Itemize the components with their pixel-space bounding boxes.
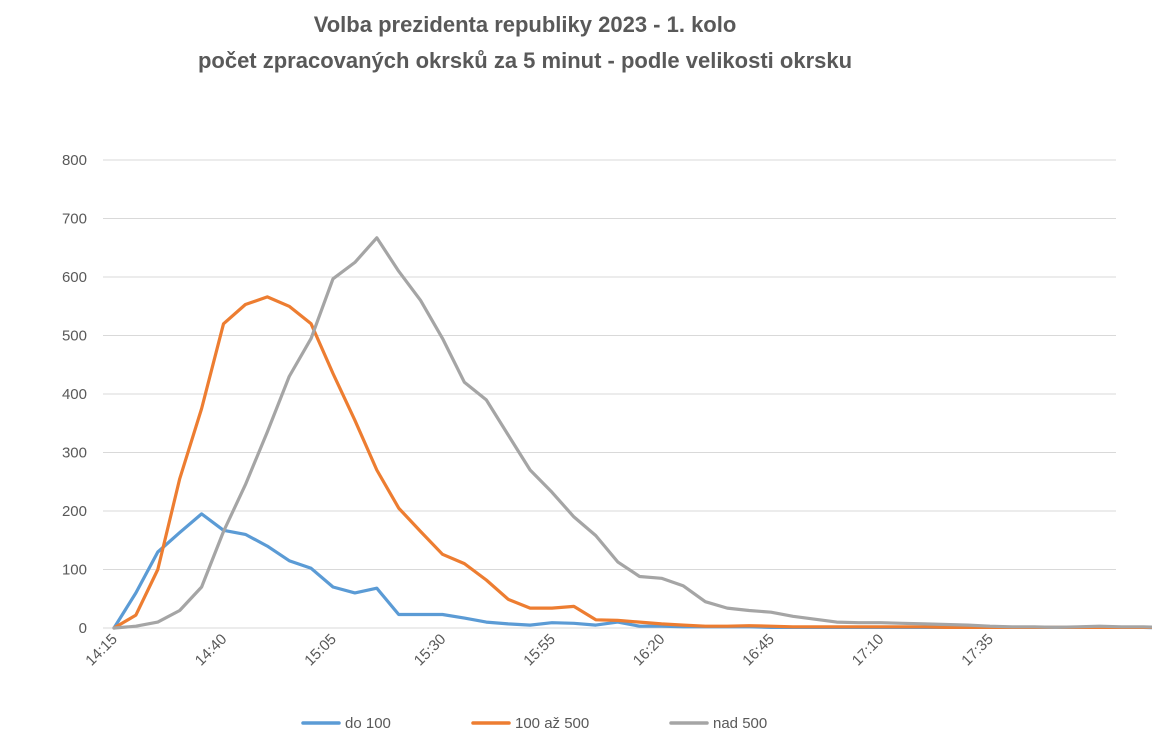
series-lines [112, 236, 1152, 630]
chart-subtitle: počet zpracovaných okrsků za 5 minut - p… [198, 48, 852, 73]
y-tick-label: 200 [62, 503, 87, 520]
chart-title: Volba prezidenta republiky 2023 - 1. kol… [314, 12, 737, 37]
legend-label-2: 100 až 500 [515, 715, 589, 732]
y-tick-label: 700 [62, 211, 87, 228]
legend-label-1: do 100 [345, 715, 391, 732]
y-tick-label: 0 [79, 620, 87, 637]
y-axis-tick-labels: 0 100 200 300 400 500 600 700 800 [62, 152, 87, 637]
y-tick-label: 400 [62, 386, 87, 403]
gridlines [103, 159, 1116, 629]
series-line-2 [112, 295, 1152, 630]
y-tick-label: 300 [62, 445, 87, 462]
series-line-3 [112, 236, 1152, 630]
y-tick-label: 500 [62, 328, 87, 345]
legend-label-3: nad 500 [713, 715, 767, 732]
legend: do 100 100 až 500 nad 500 [301, 715, 767, 732]
y-tick-label: 800 [62, 152, 87, 169]
y-tick-label: 600 [62, 269, 87, 286]
y-tick-label: 100 [62, 562, 87, 579]
